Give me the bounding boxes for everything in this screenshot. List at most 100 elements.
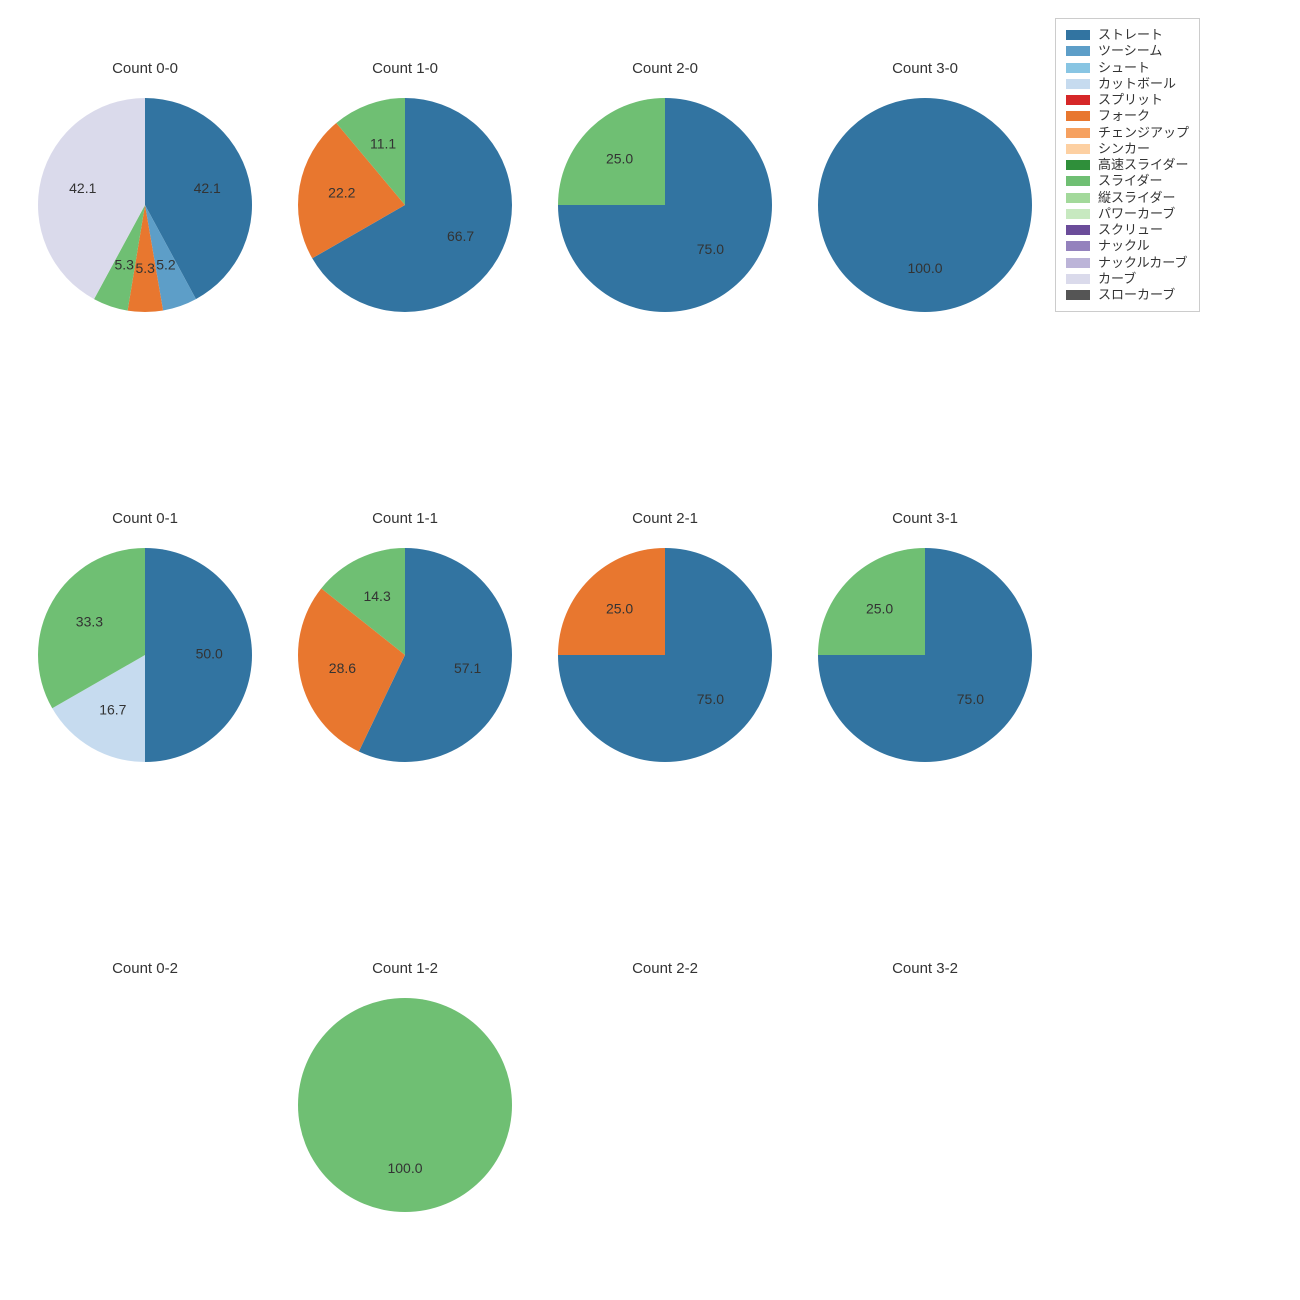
pie-chart: 75.025.0 xyxy=(810,540,1040,770)
subplot-title: Count 3-1 xyxy=(810,510,1040,527)
pie-slice-label: 100.0 xyxy=(907,260,942,276)
subplot-title: Count 0-0 xyxy=(30,60,260,77)
legend-item: チェンジアップ xyxy=(1066,125,1189,141)
legend-swatch xyxy=(1066,176,1090,186)
legend-item: シンカー xyxy=(1066,141,1189,157)
legend-label: ツーシーム xyxy=(1098,43,1162,59)
subplot: Count 0-2 xyxy=(30,990,260,1220)
pie-slice-label: 11.1 xyxy=(370,135,396,151)
pie-slice xyxy=(818,98,1032,312)
subplot: Count 2-2 xyxy=(550,990,780,1220)
legend-swatch xyxy=(1066,95,1090,105)
subplot: Count 3-175.025.0 xyxy=(810,540,1040,770)
pie-slice-label: 25.0 xyxy=(606,600,633,616)
pie-slice-label: 57.1 xyxy=(454,660,481,676)
legend-item: 縦スライダー xyxy=(1066,190,1189,206)
legend-label: カットボール xyxy=(1098,76,1176,92)
legend-label: パワーカーブ xyxy=(1098,206,1175,222)
legend-item: フォーク xyxy=(1066,108,1189,124)
legend-item: スライダー xyxy=(1066,173,1189,189)
legend-swatch xyxy=(1066,144,1090,154)
legend-item: スクリュー xyxy=(1066,222,1189,238)
pie-slice-label: 5.2 xyxy=(156,256,176,272)
pie-slice-label: 25.0 xyxy=(866,600,893,616)
legend-swatch xyxy=(1066,290,1090,300)
pie-slice-label: 75.0 xyxy=(697,691,724,707)
legend-label: 縦スライダー xyxy=(1098,190,1175,206)
subplot: Count 0-150.016.733.3 xyxy=(30,540,260,770)
pie-slice-label: 66.7 xyxy=(447,228,474,244)
legend-item: シュート xyxy=(1066,60,1189,76)
pie-slice-label: 16.7 xyxy=(99,701,126,717)
legend-item: パワーカーブ xyxy=(1066,206,1189,222)
pie-slice-label: 14.3 xyxy=(363,588,390,604)
pie-slice xyxy=(298,998,512,1212)
subplot: Count 2-175.025.0 xyxy=(550,540,780,770)
pie-slice-label: 28.6 xyxy=(329,660,356,676)
legend-label: スライダー xyxy=(1098,173,1162,189)
legend-label: シンカー xyxy=(1098,141,1150,157)
pie-chart: 57.1 28.6 14.3 xyxy=(290,540,520,770)
legend-label: カーブ xyxy=(1098,271,1136,287)
legend-swatch xyxy=(1066,160,1090,170)
pie-slice-label: 100.0 xyxy=(387,1160,422,1176)
legend-label: シュート xyxy=(1098,60,1150,76)
subplot-title: Count 1-1 xyxy=(290,510,520,527)
legend: ストレートツーシームシュートカットボールスプリットフォークチェンジアップシンカー… xyxy=(1055,18,1200,312)
legend-swatch xyxy=(1066,79,1090,89)
pie-slice-label: 33.3 xyxy=(76,614,103,630)
pie-chart xyxy=(550,990,780,1220)
legend-label: チェンジアップ xyxy=(1098,125,1189,141)
pie-slice-label: 25.0 xyxy=(606,150,633,166)
legend-item: ツーシーム xyxy=(1066,43,1189,59)
pie-slice-label: 5.3 xyxy=(114,256,134,272)
legend-item: スプリット xyxy=(1066,92,1189,108)
subplot: Count 2-075.025.0 xyxy=(550,90,780,320)
pie-slice-label: 22.2 xyxy=(328,184,355,200)
pie-chart: 42.15.25.35.342.1 xyxy=(30,90,260,320)
legend-label: ナックル xyxy=(1098,238,1150,254)
pie-chart: 75.0 25.0 xyxy=(550,540,780,770)
legend-swatch xyxy=(1066,209,1090,219)
legend-item: ナックルカーブ xyxy=(1066,255,1189,271)
legend-item: カットボール xyxy=(1066,76,1189,92)
pie-chart: 100.0 xyxy=(810,90,1040,320)
subplot-title: Count 3-2 xyxy=(810,960,1040,977)
legend-swatch xyxy=(1066,241,1090,251)
legend-label: スプリット xyxy=(1098,92,1163,108)
subplot-title: Count 2-0 xyxy=(550,60,780,77)
subplot: Count 3-0100.0 xyxy=(810,90,1040,320)
subplot: Count 3-2 xyxy=(810,990,1040,1220)
legend-swatch xyxy=(1066,274,1090,284)
subplot: Count 1-2100.0 xyxy=(290,990,520,1220)
legend-swatch xyxy=(1066,193,1090,203)
pie-chart xyxy=(30,990,260,1220)
legend-label: 高速スライダー xyxy=(1098,157,1188,173)
subplot-title: Count 2-2 xyxy=(550,960,780,977)
subplot: Count 0-042.15.25.35.342.1 xyxy=(30,90,260,320)
legend-label: ストレート xyxy=(1098,27,1163,43)
pie-slice-label: 5.3 xyxy=(135,260,155,276)
legend-swatch xyxy=(1066,258,1090,268)
pie-chart xyxy=(810,990,1040,1220)
legend-item: カーブ xyxy=(1066,271,1189,287)
legend-item: 高速スライダー xyxy=(1066,157,1189,173)
legend-item: スローカーブ xyxy=(1066,287,1189,303)
subplot-title: Count 0-2 xyxy=(30,960,260,977)
subplot-title: Count 1-2 xyxy=(290,960,520,977)
subplot-title: Count 2-1 xyxy=(550,510,780,527)
pie-slice-label: 50.0 xyxy=(196,646,223,662)
figure: Count 0-042.15.25.35.342.1Count 1-066.72… xyxy=(0,0,1300,1300)
legend-swatch xyxy=(1066,225,1090,235)
legend-label: スクリュー xyxy=(1098,222,1163,238)
pie-slice-label: 75.0 xyxy=(697,241,724,257)
subplot: Count 1-157.128.614.3 xyxy=(290,540,520,770)
legend-swatch xyxy=(1066,30,1090,40)
legend-label: スローカーブ xyxy=(1098,287,1175,303)
pie-slice-label: 42.1 xyxy=(69,180,96,196)
legend-item: ナックル xyxy=(1066,238,1189,254)
legend-swatch xyxy=(1066,46,1090,56)
legend-swatch xyxy=(1066,63,1090,73)
legend-label: フォーク xyxy=(1098,108,1150,124)
legend-swatch xyxy=(1066,128,1090,138)
